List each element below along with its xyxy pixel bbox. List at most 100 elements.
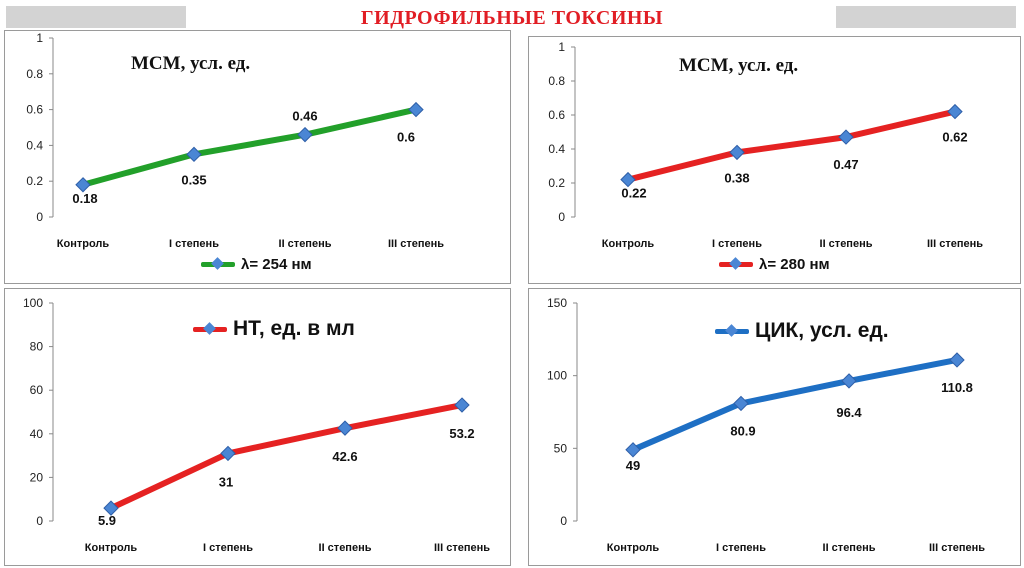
- data-point-marker: [620, 171, 636, 188]
- corner-block-right: [836, 6, 1016, 28]
- legend-label: НТ, ед. в мл: [233, 317, 355, 340]
- data-label: 0.35: [181, 172, 206, 187]
- page-title: ГИДРОФИЛЬНЫЕ ТОКСИНЫ: [360, 7, 664, 29]
- data-label: 53.2: [449, 426, 474, 441]
- data-point-marker: [103, 500, 119, 516]
- data-label: 0.47: [833, 157, 858, 172]
- chart-msm-254: 0 0.2 0.4 0.6 0.8 1 Контроль I степень II степен…: [26, 31, 444, 250]
- y-tick-label: 0: [36, 210, 43, 224]
- x-tick-label: I степень: [203, 542, 253, 554]
- legend-msm-280: λ= 280 нм: [719, 256, 830, 273]
- chart-msm-280: 0 0.2 0.4 0.6 0.8 1 Контроль I степень II степен…: [548, 40, 983, 250]
- x-tick-label: II степень: [823, 542, 876, 554]
- chart-title-text: МСМ, усл. ед.: [679, 55, 799, 76]
- data-label: 0.18: [72, 191, 97, 206]
- data-point-marker: [297, 126, 313, 143]
- data-label: 5.9: [98, 513, 116, 528]
- y-tick-label: 0.2: [26, 174, 43, 188]
- data-point-marker: [337, 420, 353, 436]
- legend-cik: ЦИК, усл. ед.: [715, 319, 889, 343]
- y-tick-label: 0: [560, 514, 567, 528]
- chart-title-text: МСМ, усл. ед.: [131, 53, 251, 74]
- series-line: [80, 106, 419, 188]
- x-tick-label: Контроль: [607, 542, 660, 554]
- data-label: 49: [626, 458, 640, 473]
- legend-msm-254: λ= 254 нм: [201, 256, 312, 273]
- data-label: 110.8: [941, 380, 973, 395]
- chart-panel-msm-254: 0 0.2 0.4 0.6 0.8 1 Контроль I степень II степен…: [4, 30, 511, 284]
- data-label: 80.9: [730, 423, 755, 438]
- legend-nt: НТ, ед. в мл: [193, 317, 355, 341]
- y-tick-label: 1: [558, 40, 565, 54]
- data-point-marker: [838, 129, 854, 145]
- chart-panel-cik: 0 50 100 150 Контроль I степень II степень III …: [528, 288, 1021, 566]
- y-tick-label: 0.6: [548, 108, 565, 122]
- data-point-marker: [75, 177, 91, 193]
- x-tick-label: II степень: [820, 238, 873, 250]
- legend-label: λ= 254 нм: [241, 256, 312, 273]
- x-tick-label: Контроль: [57, 238, 110, 250]
- y-tick-label: 1: [36, 31, 43, 45]
- x-tick-label: I степень: [712, 238, 762, 250]
- data-point-marker: [729, 144, 745, 161]
- data-label: 0.46: [292, 109, 317, 124]
- series-line: [625, 108, 958, 183]
- y-tick-label: 0: [558, 210, 565, 224]
- corner-block-left: [6, 6, 186, 28]
- legend-line-red: [719, 257, 753, 270]
- chart-title-msm-280: МСМ, усл. ед.: [679, 55, 798, 77]
- y-tick-label: 20: [30, 470, 44, 484]
- legend-line-blue: [715, 323, 749, 337]
- chart-title-msm-254: МСМ, усл. ед.: [131, 53, 250, 75]
- data-point-marker: [186, 146, 202, 163]
- data-label: 96.4: [836, 405, 862, 420]
- y-tick-label: 50: [554, 441, 568, 455]
- data-label: 42.6: [332, 449, 357, 464]
- y-tick-label: 0.8: [548, 74, 565, 88]
- x-tick-label: Контроль: [85, 542, 138, 554]
- data-point-marker: [949, 352, 965, 368]
- x-tick-label: III степень: [434, 542, 490, 554]
- data-label: 0.6: [397, 130, 415, 145]
- y-tick-label: 100: [547, 369, 567, 383]
- y-tick-label: 0.6: [26, 103, 43, 117]
- data-point-marker: [947, 103, 963, 120]
- data-point-marker: [625, 442, 641, 458]
- y-tick-label: 0.4: [26, 138, 43, 152]
- legend-diamond-marker: [211, 257, 224, 270]
- legend-diamond-marker: [725, 323, 738, 337]
- chart-panel-nt: 0 20 40 60 80 100 Контроль I степень II степень I…: [4, 288, 511, 566]
- x-tick-label: II степень: [319, 542, 372, 554]
- data-label: 0.22: [621, 186, 646, 201]
- x-tick-label: I степень: [716, 542, 766, 554]
- series-line: [630, 356, 960, 453]
- legend-diamond-marker: [729, 257, 742, 270]
- x-tick-label: Контроль: [602, 238, 655, 250]
- y-tick-label: 150: [547, 296, 567, 310]
- series-line: [108, 402, 465, 512]
- data-point-marker: [454, 397, 470, 413]
- data-label: 31: [219, 474, 233, 489]
- y-tick-label: 0.4: [548, 142, 565, 156]
- chart-cik: 0 50 100 150 Контроль I степень II степень III …: [547, 296, 985, 554]
- y-tick-label: 0: [36, 514, 43, 528]
- data-point-marker: [733, 395, 749, 412]
- legend-line-green: [201, 257, 235, 270]
- y-tick-label: 0.8: [26, 67, 43, 81]
- data-point-marker: [220, 445, 236, 462]
- legend-label: ЦИК, усл. ед.: [755, 319, 889, 342]
- y-tick-label: 0.2: [548, 176, 565, 190]
- x-tick-label: III степень: [929, 542, 985, 554]
- y-tick-label: 60: [30, 383, 44, 397]
- legend-diamond-marker: [203, 321, 216, 335]
- data-label: 0.38: [724, 170, 749, 185]
- data-point-marker: [408, 101, 424, 118]
- x-tick-label: II степень: [279, 238, 332, 250]
- y-tick-label: 80: [30, 340, 44, 354]
- chart-nt: 0 20 40 60 80 100 Контроль I степень II степень I…: [23, 296, 490, 554]
- chart-panel-msm-280: 0 0.2 0.4 0.6 0.8 1 Контроль I степень II степен…: [528, 36, 1021, 284]
- x-tick-label: III степень: [927, 238, 983, 250]
- y-tick-label: 40: [30, 427, 44, 441]
- data-label: 0.62: [942, 130, 967, 145]
- legend-line-red: [193, 321, 227, 335]
